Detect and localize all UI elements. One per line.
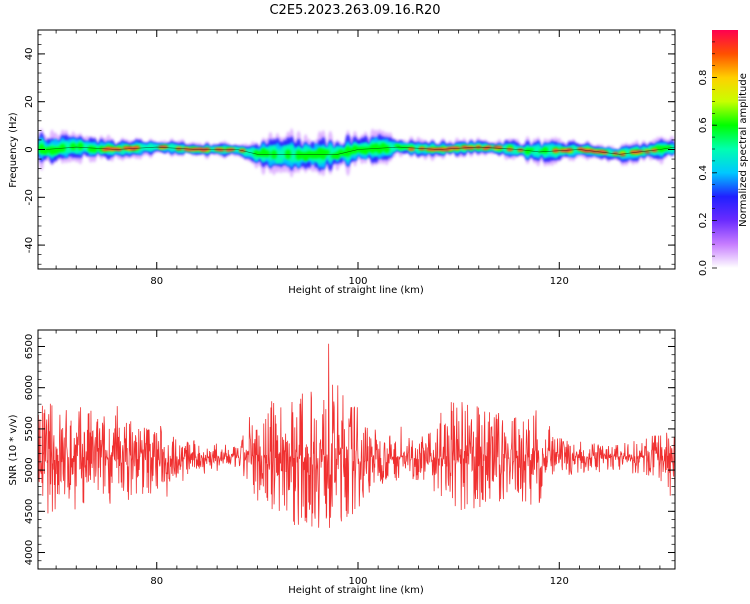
spectrogram-cell — [534, 145, 542, 157]
spectrogram-cell — [383, 145, 390, 153]
snr-x-ticks: 80 100 120 — [55, 330, 661, 587]
spectrogram-x-tick-label: 120 — [550, 276, 569, 287]
snr-frame — [37, 329, 676, 570]
colorbar-tick-label: 0.8 — [698, 70, 709, 86]
spectrogram-panel: 80 100 120 -40 -20 0 20 40 Height of straight … — [8, 29, 676, 296]
colorbar-ticks: 0.0 0.2 0.4 0.6 0.8 — [698, 41, 717, 276]
spectrogram-cell — [70, 143, 77, 151]
colorbar-label: Normalized spectral amplitude — [738, 73, 749, 227]
spectrogram-cell — [323, 149, 331, 156]
spectrogram-x-ticks: 80 100 120 — [55, 30, 661, 287]
colorbar-scale — [712, 30, 738, 268]
spectrogram-cell — [344, 146, 352, 157]
snr-x-tick-label: 100 — [348, 576, 367, 587]
spectrogram-centre-line — [46, 146, 675, 155]
snr-series-line — [38, 343, 675, 528]
colorbar-tick-label: 0.0 — [698, 260, 709, 276]
snr-y-tick-label: 6500 — [24, 334, 35, 359]
spectrogram-cell — [77, 142, 84, 150]
snr-y-ticks: 4000 4500 5000 5500 6000 6500 — [24, 329, 675, 570]
spectrogram-x-label: Height of straight line (km) — [288, 285, 424, 296]
spectrogram-y-tick-label: 0 — [24, 146, 35, 152]
spectrogram-y-tick-label: -20 — [24, 189, 35, 205]
spectrogram-cell — [126, 146, 133, 149]
colorbar-tick-label: 0.6 — [698, 117, 709, 133]
spectrogram-cell — [619, 153, 626, 156]
colorbar: 0.0 0.2 0.4 0.6 0.8 Normalized spectral ampl… — [698, 30, 749, 276]
spectrogram-cell — [443, 149, 450, 152]
spectrogram-x-tick-label: 100 — [348, 276, 367, 287]
spectrogram-y-ticks: -40 -20 0 20 40 — [24, 34, 675, 265]
spectrogram-cell — [541, 146, 549, 154]
snr-x-tick-label: 80 — [150, 576, 163, 587]
spectrogram-y-tick-label: 20 — [24, 95, 35, 108]
colorbar-tick-label: 0.2 — [698, 212, 709, 228]
spectrogram-cell — [91, 146, 98, 153]
snr-x-label: Height of straight line (km) — [288, 585, 424, 596]
spectrogram-y-tick-label: 40 — [24, 48, 35, 61]
spectrogram-cell — [200, 149, 207, 152]
spectrogram-x-tick-label: 80 — [150, 276, 163, 287]
snr-y-tick-label: 4000 — [24, 540, 35, 565]
snr-y-label: SNR (10 * v/v) — [8, 414, 19, 485]
snr-y-tick-label: 5000 — [24, 457, 35, 482]
spectrogram-marks — [38, 128, 675, 178]
snr-y-tick-label: 4500 — [24, 499, 35, 524]
spectrogram-y-tick-label: -40 — [24, 237, 35, 253]
snr-y-tick-label: 5500 — [24, 416, 35, 441]
figure-title: C2E5.2023.263.09.16.R20 — [269, 3, 440, 18]
spectrogram-y-label: Frequency (Hz) — [8, 112, 19, 188]
snr-panel: 80 100 120 4000 4500 5000 5500 6000 6500 Height… — [8, 329, 676, 596]
spectrogram-cell — [263, 150, 271, 158]
spectrogram-cell — [644, 151, 651, 154]
colorbar-tick-label: 0.4 — [698, 165, 709, 181]
spectrogram-cell — [496, 146, 503, 149]
spectrogram-cell — [408, 148, 415, 151]
snr-x-tick-label: 120 — [550, 576, 569, 587]
snr-y-tick-label: 6000 — [24, 375, 35, 400]
